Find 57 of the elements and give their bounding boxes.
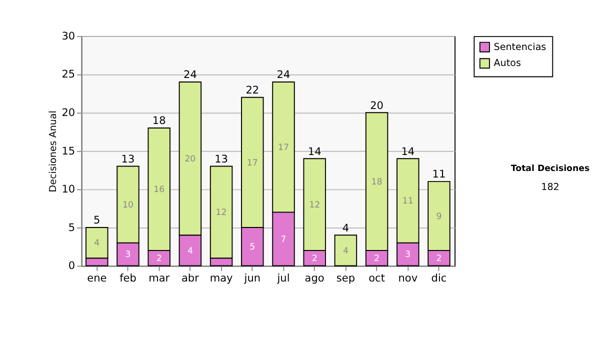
data-label: 4 bbox=[342, 246, 348, 256]
x-tick-label: dic bbox=[431, 272, 447, 285]
x-tick-label: nov bbox=[398, 272, 418, 285]
data-label: 9 bbox=[436, 212, 442, 222]
total-label: 20 bbox=[370, 100, 384, 112]
y-tick-label: 0 bbox=[68, 260, 76, 272]
y-tick-label: 10 bbox=[62, 184, 76, 196]
data-label: 12 bbox=[216, 208, 227, 218]
total-label: 24 bbox=[276, 69, 290, 82]
x-tick-label: jun bbox=[243, 272, 261, 285]
x-tick-label: sep bbox=[336, 272, 356, 285]
y-tick-label: 15 bbox=[62, 145, 76, 158]
text: 182 bbox=[541, 182, 560, 194]
data-label: 7 bbox=[280, 234, 286, 245]
total-label: 18 bbox=[152, 115, 166, 128]
data-label: 2 bbox=[436, 254, 442, 264]
data-label: 18 bbox=[371, 177, 382, 188]
x-tick-label: ene bbox=[87, 272, 107, 285]
data-label: 5 bbox=[250, 242, 256, 252]
legend-label: Autos bbox=[494, 58, 521, 70]
x-tick-label: mar bbox=[148, 272, 170, 285]
total-label: 14 bbox=[401, 146, 415, 158]
data-label: 3 bbox=[125, 250, 131, 260]
data-label: 17 bbox=[246, 158, 258, 168]
x-tick-label: ago bbox=[304, 272, 324, 285]
x-tick-label: oct bbox=[368, 272, 385, 285]
data-label: 4 bbox=[94, 238, 100, 249]
data-label: 11 bbox=[402, 196, 414, 207]
data-label: 4 bbox=[187, 246, 193, 256]
y-tick-label: 30 bbox=[62, 30, 76, 42]
total-label: 13 bbox=[121, 153, 135, 166]
total-label: 14 bbox=[308, 146, 322, 158]
total-label: 22 bbox=[246, 84, 260, 97]
data-label: 2 bbox=[156, 254, 162, 264]
total-label: 24 bbox=[183, 69, 198, 82]
x-tick-label: feb bbox=[120, 272, 137, 285]
data-label: 20 bbox=[184, 154, 196, 164]
data-label: 12 bbox=[309, 200, 320, 210]
y-tick-label: 25 bbox=[62, 68, 76, 81]
data-label: 16 bbox=[154, 185, 165, 196]
data-label: 2 bbox=[312, 254, 318, 264]
data-label: 17 bbox=[278, 142, 289, 153]
y-axis-title: Decisiones Anual bbox=[48, 110, 59, 192]
total-label: 13 bbox=[214, 153, 228, 166]
data-label: 10 bbox=[122, 200, 134, 210]
data-label: 3 bbox=[405, 250, 411, 260]
x-tick-label: abr bbox=[181, 272, 200, 285]
data-label: 2 bbox=[374, 254, 380, 264]
x-tick-label: jul bbox=[276, 272, 290, 285]
text: Total Decisiones bbox=[510, 164, 590, 174]
total-label: 11 bbox=[432, 168, 446, 181]
total-label: 4 bbox=[342, 222, 350, 234]
y-tick-label: 5 bbox=[68, 222, 76, 234]
total-label: 5 bbox=[94, 214, 100, 227]
x-tick-label: may bbox=[210, 272, 233, 285]
y-tick-label: 20 bbox=[62, 107, 76, 120]
legend-label: Sentencias bbox=[494, 42, 546, 53]
